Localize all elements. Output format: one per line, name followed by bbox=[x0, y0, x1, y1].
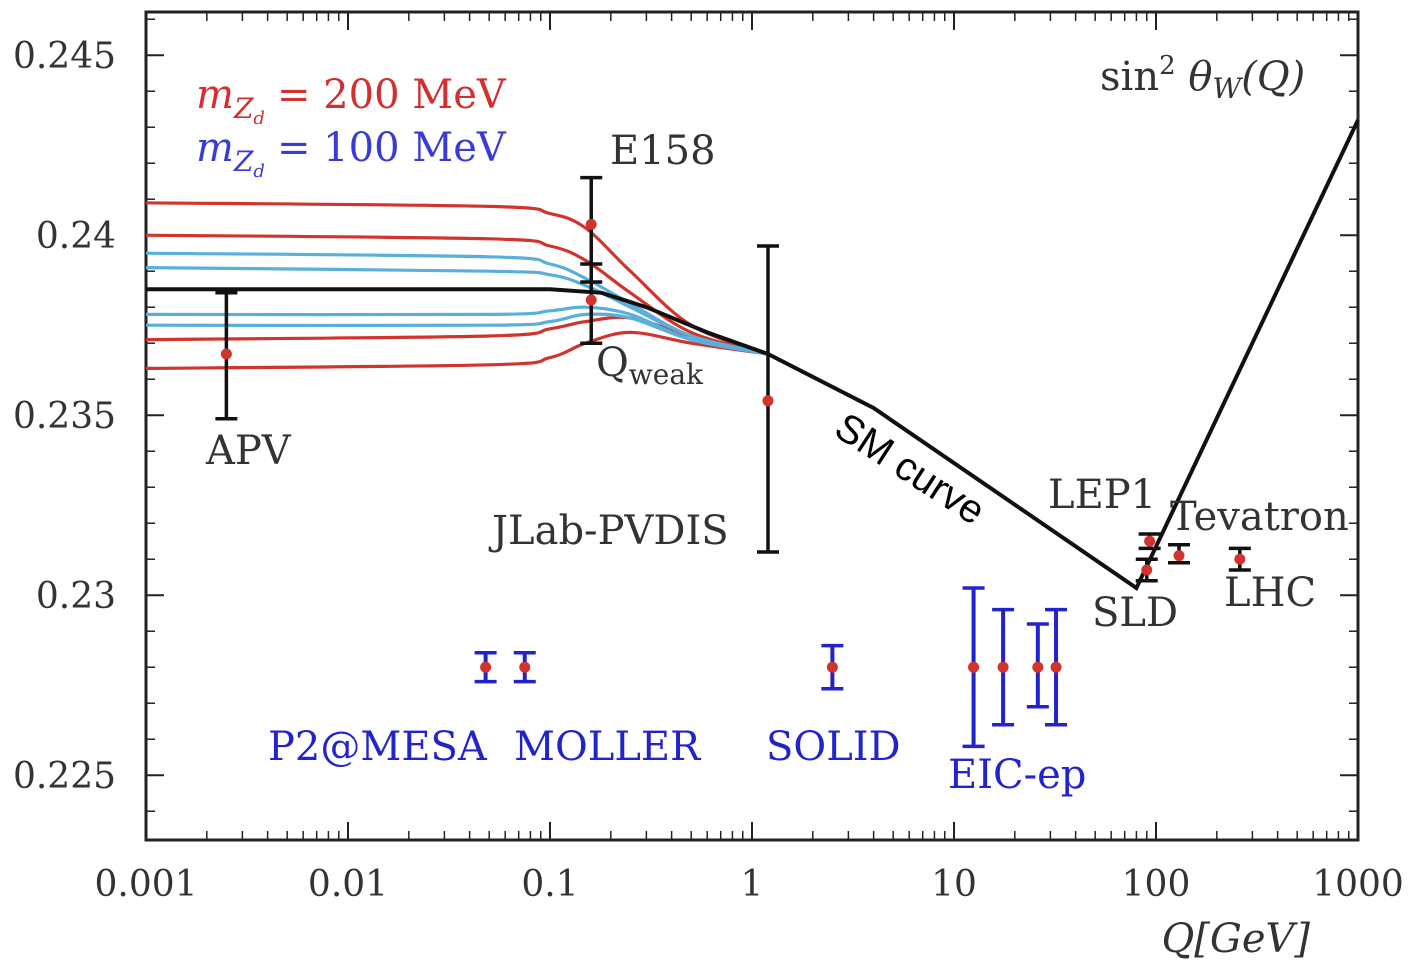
legend-100-m: m bbox=[196, 125, 234, 171]
label-p2: P2@MESA bbox=[268, 724, 488, 770]
data-point-eic-ep bbox=[968, 661, 980, 673]
label-qweak-sub: weak bbox=[629, 358, 704, 391]
data-point-solid bbox=[826, 661, 838, 673]
data-point-apv bbox=[220, 348, 232, 360]
y-tick-label: 0.23 bbox=[36, 576, 116, 617]
sm-curve-line bbox=[146, 119, 1360, 591]
label-qweak: Qweak bbox=[596, 340, 704, 391]
x-tick-label: 0.01 bbox=[308, 864, 388, 905]
label-sm-curve: SM curve bbox=[827, 405, 993, 534]
label-moller: MOLLER bbox=[514, 724, 702, 770]
curve-label-sin: sin bbox=[1100, 54, 1159, 100]
label-solid: SOLID bbox=[766, 724, 901, 770]
legend: mZd = 200 MeV mZd = 100 MeV bbox=[196, 72, 507, 182]
data-point-eic-ep bbox=[1032, 661, 1044, 673]
data-point-tevatron bbox=[1173, 550, 1185, 562]
legend-100-z: Z bbox=[233, 145, 254, 178]
legend-entry-200: mZd = 200 MeV bbox=[196, 72, 507, 129]
data-point-eic-ep bbox=[1050, 661, 1062, 673]
error-bars bbox=[215, 175, 1251, 749]
dark-z-curve-200 bbox=[145, 233, 769, 356]
x-tick-label: 1000 bbox=[1312, 864, 1404, 905]
legend-100-d: d bbox=[253, 161, 265, 182]
curve-label: sin2 θW(Q) bbox=[1100, 51, 1305, 105]
x-tick-label: 0.001 bbox=[94, 864, 197, 905]
data-point-p2-mesa bbox=[480, 661, 492, 673]
x-tick-label: 1 bbox=[741, 864, 764, 905]
x-axis-title: Q[GeV] bbox=[1161, 916, 1310, 962]
x-tick-label: 0.1 bbox=[521, 864, 578, 905]
dark-z-curve-100 bbox=[145, 312, 769, 356]
dark-z-curve-100 bbox=[145, 266, 769, 356]
label-sld: SLD bbox=[1092, 590, 1178, 636]
y-tick-label: 0.235 bbox=[13, 396, 116, 437]
x-tick-label: 100 bbox=[1122, 864, 1191, 905]
legend-200-d: d bbox=[253, 108, 265, 129]
curve-label-sup: 2 bbox=[1159, 51, 1176, 81]
data-point-qweak bbox=[585, 294, 597, 306]
label-tevatron: Tevatron bbox=[1170, 494, 1349, 540]
label-apv: APV bbox=[205, 428, 292, 474]
axis-tick-labels: 0.001 0.01 0.1 1 10 100 1000 0.225 0.23 0.235 0.24… bbox=[13, 36, 1404, 905]
label-lhc: LHC bbox=[1224, 570, 1316, 616]
dark-z-curve-200 bbox=[145, 330, 769, 370]
label-e158: E158 bbox=[610, 128, 716, 174]
data-point-e158 bbox=[585, 218, 597, 230]
x-tick-label: 10 bbox=[931, 864, 977, 905]
label-qweak-q: Q bbox=[596, 340, 629, 386]
legend-200-value: = 200 MeV bbox=[277, 72, 507, 118]
legend-200-z: Z bbox=[233, 92, 254, 125]
label-jlab: JLab-PVDIS bbox=[488, 508, 729, 554]
y-tick-label: 0.245 bbox=[13, 36, 116, 77]
y-tick-label: 0.225 bbox=[13, 756, 116, 797]
label-eic: EIC-ep bbox=[948, 752, 1086, 798]
sm-curve-group bbox=[146, 119, 1360, 591]
dark-z-curves bbox=[145, 201, 769, 370]
label-lep1: LEP1 bbox=[1048, 472, 1156, 518]
y-tick-label: 0.24 bbox=[36, 216, 116, 257]
measurement-labels: APV E158 Qweak JLab-PVDIS LEP1 Tevatron … bbox=[205, 128, 1349, 798]
data-point-lep1 bbox=[1144, 535, 1156, 547]
data-point-moller bbox=[519, 661, 531, 673]
curve-label-w: W bbox=[1212, 72, 1243, 105]
curve-label-theta: θ bbox=[1176, 54, 1213, 100]
data-point-eic-ep bbox=[997, 661, 1009, 673]
legend-100-value: = 100 MeV bbox=[277, 125, 507, 171]
legend-200-m: m bbox=[196, 72, 234, 118]
data-point-lhc bbox=[1234, 553, 1246, 565]
data-point-sld bbox=[1141, 564, 1153, 576]
legend-entry-100: mZd = 100 MeV bbox=[196, 125, 507, 182]
curve-label-arg: (Q) bbox=[1241, 54, 1305, 100]
data-point-jlab-pvdis bbox=[762, 395, 774, 407]
